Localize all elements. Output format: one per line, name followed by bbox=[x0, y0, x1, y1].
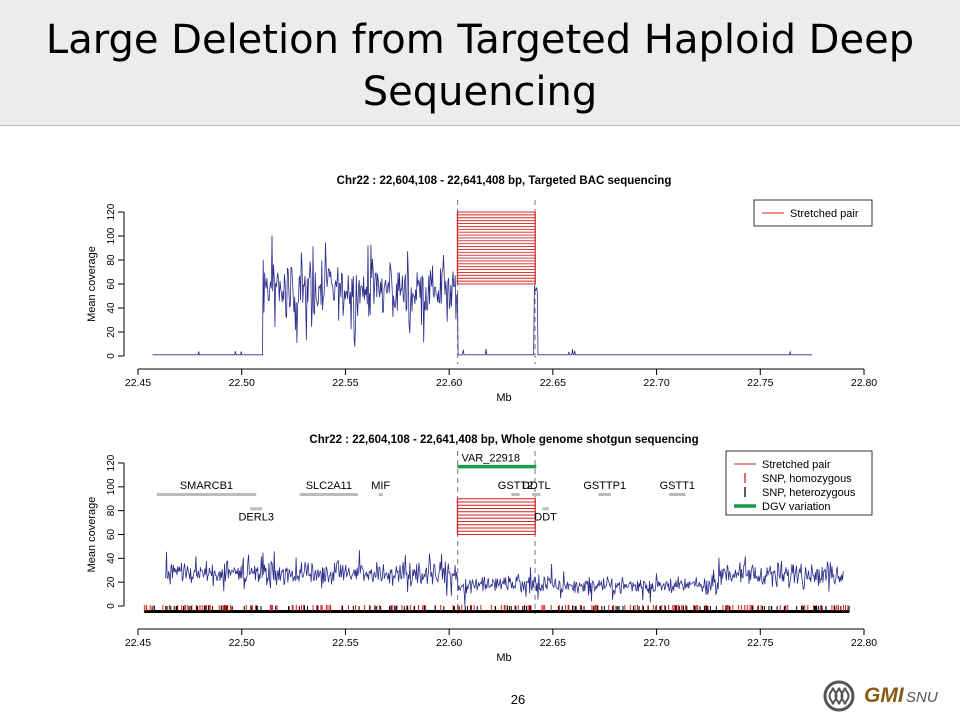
y-tick-label: 60 bbox=[106, 278, 117, 290]
y-tick-label: 120 bbox=[106, 203, 117, 220]
x-tick-label: 22.65 bbox=[540, 377, 566, 389]
y-tick-label: 100 bbox=[106, 227, 117, 244]
x-tick-label: 22.45 bbox=[125, 637, 151, 649]
chart-title: Chr22 : 22,604,108 - 22,641,408 bp, Targ… bbox=[337, 175, 672, 187]
gene-label: DDT bbox=[534, 511, 557, 523]
y-tick-label: 120 bbox=[106, 454, 117, 471]
x-tick-label: 22.50 bbox=[229, 377, 255, 389]
dgv-variation-label: VAR_22918 bbox=[461, 453, 520, 465]
coverage-trace bbox=[165, 550, 844, 607]
x-tick-label: 22.80 bbox=[851, 377, 877, 389]
title-band bbox=[0, 0, 960, 126]
y-tick-label: 40 bbox=[106, 552, 117, 564]
x-axis-label: Mb bbox=[496, 652, 511, 664]
coverage-trace bbox=[152, 235, 813, 356]
page-number: 26 bbox=[510, 692, 526, 707]
slide-title: Large Deletion from Targeted Haploid Dee… bbox=[0, 14, 960, 118]
chart-bac: Chr22 : 22,604,108 - 22,641,408 bp, Targ… bbox=[86, 175, 877, 404]
gene-label: MIF bbox=[371, 480, 390, 492]
logo-brand-text: GMI bbox=[864, 684, 904, 707]
x-tick-label: 22.45 bbox=[125, 377, 151, 389]
x-tick-label: 22.55 bbox=[332, 377, 358, 389]
x-tick-label: 22.70 bbox=[643, 377, 669, 389]
y-axis-label: Mean coverage bbox=[86, 246, 98, 322]
y-tick-label: 20 bbox=[106, 326, 117, 338]
gene-label: DERL3 bbox=[238, 511, 273, 523]
y-tick-label: 40 bbox=[106, 302, 117, 314]
y-tick-label: 100 bbox=[106, 478, 117, 495]
y-tick-label: 80 bbox=[106, 254, 117, 266]
x-axis-label: Mb bbox=[496, 392, 511, 404]
chart-wgs: Chr22 : 22,604,108 - 22,641,408 bp, Whol… bbox=[86, 434, 877, 664]
x-tick-label: 22.55 bbox=[332, 637, 358, 649]
gene-bar bbox=[598, 492, 611, 496]
y-tick-label: 60 bbox=[106, 529, 117, 541]
chart-title: Chr22 : 22,604,108 - 22,641,408 bp, Whol… bbox=[309, 434, 698, 446]
x-tick-label: 22.75 bbox=[747, 377, 773, 389]
gene-bar bbox=[156, 492, 257, 496]
y-tick-label: 80 bbox=[106, 505, 117, 517]
y-tick-label: 0 bbox=[106, 603, 117, 609]
x-tick-label: 22.60 bbox=[436, 377, 462, 389]
gene-bar bbox=[250, 507, 263, 511]
gene-label: DDTL bbox=[522, 480, 551, 492]
legend-label: SNP, homozygous bbox=[762, 473, 852, 485]
gene-label: GSTTP1 bbox=[583, 480, 626, 492]
gene-bar bbox=[378, 492, 383, 496]
legend: Stretched pair SNP, homozygous SNP, hetero… bbox=[725, 450, 873, 516]
y-tick-label: 20 bbox=[106, 576, 117, 588]
gene-label: GSTT2 bbox=[498, 480, 533, 492]
x-tick-label: 22.80 bbox=[851, 637, 877, 649]
snp-baseline bbox=[144, 610, 850, 613]
gene-label: SMARCB1 bbox=[180, 480, 233, 492]
slide-title-line-2: Sequencing bbox=[362, 69, 598, 115]
gene-bar bbox=[669, 492, 686, 496]
legend-label: SNP, heterozygous bbox=[762, 487, 856, 499]
gene-label: GSTT1 bbox=[660, 480, 695, 492]
stretched-pairs bbox=[456, 211, 536, 285]
stretched-pairs bbox=[456, 498, 536, 535]
x-tick-label: 22.60 bbox=[436, 637, 462, 649]
legend-label: DGV variation bbox=[762, 501, 830, 513]
gene-bar bbox=[299, 492, 358, 496]
legend: Stretched pair bbox=[753, 199, 873, 227]
gene-label: SLC2A11 bbox=[306, 480, 352, 492]
gene-bar bbox=[532, 492, 541, 496]
legend-label: Stretched pair bbox=[762, 459, 831, 471]
y-tick-label: 0 bbox=[106, 353, 117, 359]
x-tick-label: 22.70 bbox=[643, 637, 669, 649]
y-axis-label: Mean coverage bbox=[86, 497, 98, 573]
legend-label: Stretched pair bbox=[790, 208, 859, 220]
gene-bar bbox=[511, 492, 520, 496]
x-tick-label: 22.50 bbox=[229, 637, 255, 649]
dna-logo-icon bbox=[823, 680, 855, 712]
gene-bar bbox=[542, 507, 549, 511]
logo-sub-text: SNU bbox=[906, 689, 938, 706]
x-tick-label: 22.75 bbox=[747, 637, 773, 649]
gmi-snu-logo: GMI SNU bbox=[822, 680, 952, 712]
x-tick-label: 22.65 bbox=[540, 637, 566, 649]
slide-title-line-1: Large Deletion from Targeted Haploid Dee… bbox=[45, 17, 915, 63]
